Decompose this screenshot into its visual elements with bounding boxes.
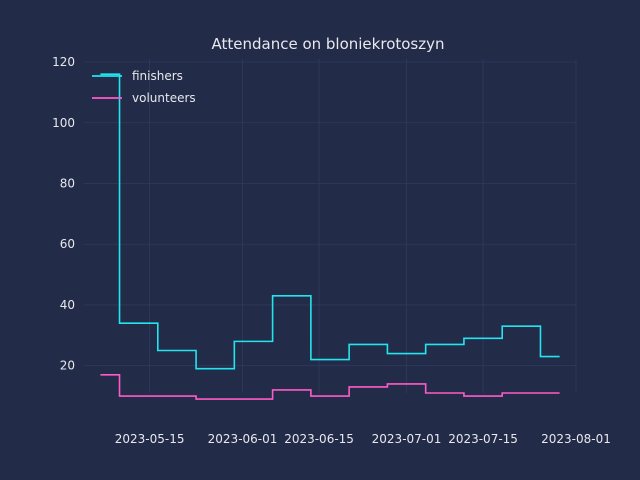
x-tick-label: 2023-06-01 (208, 432, 278, 446)
x-tick-label: 2023-07-01 (372, 432, 442, 446)
legend-label-finishers: finishers (132, 69, 183, 83)
legend: finishers volunteers (92, 69, 196, 105)
chart-title: Attendance on bloniekrotoszyn (211, 35, 444, 53)
legend-label-volunteers: volunteers (132, 91, 196, 105)
x-tick-label: 2023-06-15 (284, 432, 354, 446)
y-tick-label: 100 (52, 116, 75, 130)
y-tick-label: 80 (60, 176, 75, 190)
y-tick-label: 40 (60, 298, 75, 312)
y-tick-label: 60 (60, 237, 75, 251)
plot-area (100, 73, 560, 400)
grid (84, 59, 577, 393)
y-tick-label: 20 (60, 359, 75, 373)
series-line-volunteers (100, 373, 560, 400)
x-tick-label: 2023-08-01 (541, 432, 611, 446)
series-line-finishers (100, 73, 560, 370)
x-axis: 2023-05-15 2023-06-01 2023-06-15 2023-07-01… (115, 432, 611, 446)
x-tick-label: 2023-07-15 (448, 432, 518, 446)
y-axis: 20 40 60 80 100 120 (52, 55, 75, 373)
x-tick-label: 2023-05-15 (115, 432, 185, 446)
y-tick-label: 120 (52, 55, 75, 69)
